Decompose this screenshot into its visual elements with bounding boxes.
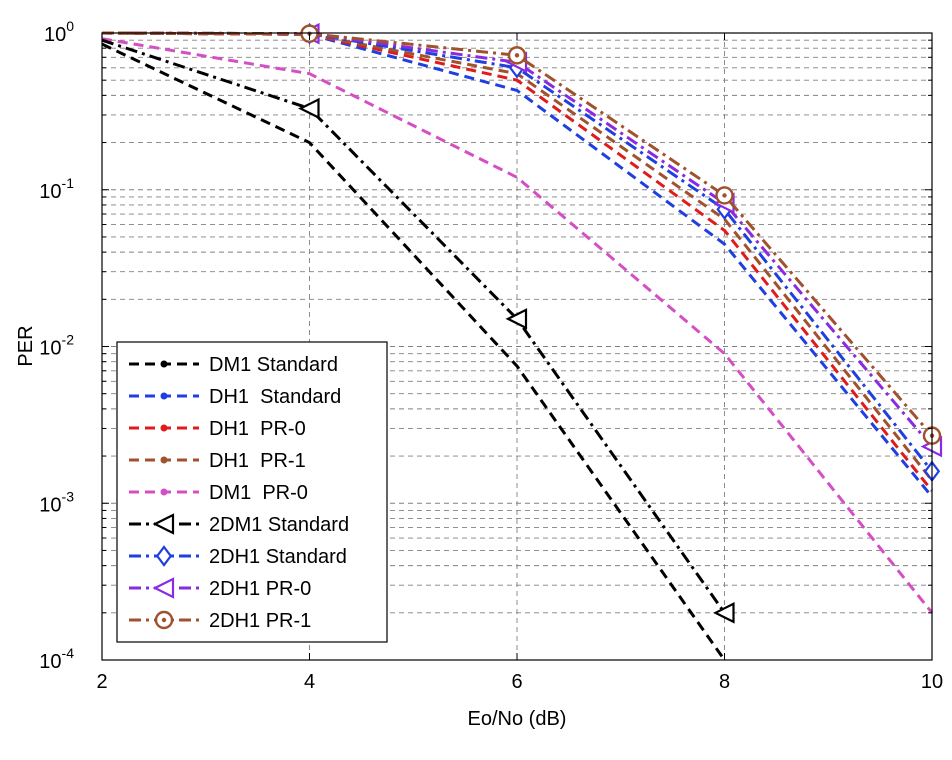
series-line-2dm1-standard [101, 38, 726, 614]
dh1-pr-0-marker [160, 424, 168, 432]
2dh1-pr-0-marker [152, 577, 175, 599]
x-tick-label: 2 [96, 671, 107, 693]
series-dh1-standard [101, 31, 934, 498]
legend-entry-2dh1-standard: 2DH1 Standard [129, 545, 347, 568]
x-axis-label: Eo/No (dB) [468, 708, 567, 730]
2dm1-standard-marker [152, 513, 175, 535]
legend-label: 2DH1 Standard [209, 546, 347, 568]
y-tick-label: 10-1 [39, 175, 74, 203]
2dm1-standard-marker [713, 602, 735, 624]
y-tick-labels: 100 10-1 10-2 10-3 10-4 [39, 18, 74, 673]
series-line-dm1-pr-0 [101, 37, 934, 614]
legend-label: DH1 PR-0 [209, 418, 306, 440]
axis-ticks [101, 33, 933, 660]
series-dm1-pr-0 [101, 37, 934, 614]
legend-entry-dh1-pr-0: DH1 PR-0 [129, 418, 306, 440]
dh1-pr-1-marker [160, 456, 168, 464]
legend-label: DH1 PR-1 [209, 450, 306, 472]
legend-entry-2dh1-pr-1: 2DH1 PR-1 [129, 610, 311, 632]
series-line-dh1-pr-0 [101, 31, 934, 492]
2dm1-standard-marker [505, 308, 528, 330]
legend-label: 2DM1 Standard [209, 514, 349, 536]
series-dh1-pr-0 [101, 31, 934, 492]
x-tick-label: 6 [511, 671, 522, 693]
legend-entry-dh1-standard: DH1 Standard [129, 386, 341, 408]
2dh1-pr-1-marker-center [514, 53, 520, 58]
legend-label: 2DH1 PR-0 [209, 578, 311, 600]
dh1-standard-marker [160, 392, 168, 400]
legend-label: 2DH1 PR-1 [209, 610, 311, 632]
legend-entry-dh1-pr-1: DH1 PR-1 [129, 450, 306, 472]
dm1-standard-marker [160, 360, 168, 368]
series-dm1-standard [101, 42, 726, 661]
y-tick-label: 10-4 [39, 645, 74, 673]
2dh1-pr-1-marker-center [722, 193, 727, 198]
legend: DM1 Standard DH1 Standard DH1 PR-0 DH1 PR-1… [116, 341, 388, 643]
x-tick-label: 4 [304, 671, 315, 693]
2dh1-pr-1-marker-center [161, 617, 167, 623]
dm1-pr-0-marker [160, 488, 168, 496]
legend-entry-2dh1-pr-0: 2DH1 PR-0 [129, 577, 311, 600]
series-2dm1-standard [101, 38, 735, 624]
legend-label: DM1 Standard [209, 354, 338, 376]
2dh1-standard-marker [155, 545, 173, 567]
y-tick-label: 10-2 [39, 332, 74, 360]
y-tick-label: 100 [44, 18, 74, 46]
legend-label: DH1 Standard [209, 386, 341, 408]
x-tick-label: 8 [719, 671, 730, 693]
legend-entry-2dm1-standard: 2DM1 Standard [129, 513, 349, 536]
x-tick-label: 10 [921, 671, 943, 693]
legend-label: DM1 PR-0 [209, 482, 308, 504]
legend-entry-dm1-pr-0: DM1 PR-0 [129, 482, 308, 504]
2dm1-standard-marker [298, 97, 320, 120]
legend-entry-dm1-standard: DM1 Standard [129, 354, 338, 376]
x-tick-labels: 2 4 6 8 10 [96, 671, 943, 693]
series-line-dh1-standard [101, 31, 934, 498]
y-axis-label: PER [15, 325, 37, 366]
series-line-dm1-standard [101, 42, 726, 661]
y-tick-label: 10-3 [39, 488, 74, 516]
